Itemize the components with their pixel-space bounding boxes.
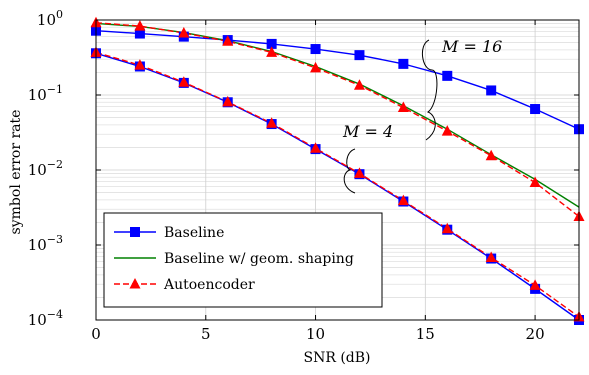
y-tick-label: 100 (37, 8, 63, 29)
y-tick-label: 10−2 (28, 158, 63, 179)
series-line (95, 51, 580, 318)
data-point (354, 50, 365, 61)
legend-box (103, 212, 383, 308)
x-axis-title: SNR (dB) (303, 350, 370, 366)
x-tick-label: 15 (416, 325, 435, 343)
data-point (485, 251, 497, 263)
y-axis-title: symbol error rate (8, 110, 24, 235)
ticks: 0 5 10 15 20 100 10−1 10−2 10−3 10−4 (28, 8, 579, 343)
legend-marker (130, 227, 140, 237)
data-point (398, 58, 409, 69)
data-point (178, 76, 190, 87)
data-point (310, 142, 322, 153)
data-point (529, 176, 541, 188)
data-point (530, 104, 541, 115)
x-tick-label: 10 (306, 325, 325, 343)
data-point (353, 167, 365, 178)
y-tick-label: 10−1 (28, 83, 63, 104)
data-point (266, 38, 277, 49)
data-point (485, 149, 497, 161)
annotation-m4: M = 4 (342, 122, 393, 141)
data-point (397, 101, 409, 113)
data-point (134, 59, 146, 70)
legend-label: Autoencoder (163, 277, 255, 293)
data-point (442, 70, 453, 81)
x-tick-label: 20 (526, 325, 545, 343)
m4-brace (343, 148, 356, 194)
annotations: M = 16 M = 4 (342, 37, 502, 194)
data-point (134, 28, 145, 39)
y-tick-label: 10−4 (28, 308, 63, 329)
data-point (353, 79, 365, 90)
annotation-m16: M = 16 (441, 37, 502, 56)
y-tick-label: 10−3 (28, 233, 63, 254)
data-point (397, 194, 409, 206)
series-line (95, 30, 580, 130)
data-point (266, 46, 278, 57)
data-point (178, 27, 190, 38)
series-line (95, 22, 580, 208)
data-point (222, 95, 234, 107)
legend-label: Baseline w/ geom. shaping (164, 251, 354, 267)
data-point (441, 125, 453, 136)
data-point (266, 117, 278, 128)
series-layer (95, 22, 580, 321)
x-tick-label: 0 (91, 325, 101, 343)
legend-marker (129, 278, 141, 289)
x-tick-label: 5 (201, 325, 211, 343)
data-point (310, 61, 322, 73)
data-point (310, 44, 321, 55)
data-point (486, 85, 497, 96)
m16-brace (421, 39, 438, 141)
data-point (134, 20, 146, 31)
data-point (441, 222, 453, 234)
legend-label: Baseline (164, 225, 224, 241)
data-point (222, 35, 234, 46)
data-point (529, 279, 541, 290)
legend: Baseline Baseline w/ geom. shaping Autoenc… (103, 212, 383, 308)
series-line (95, 22, 580, 218)
